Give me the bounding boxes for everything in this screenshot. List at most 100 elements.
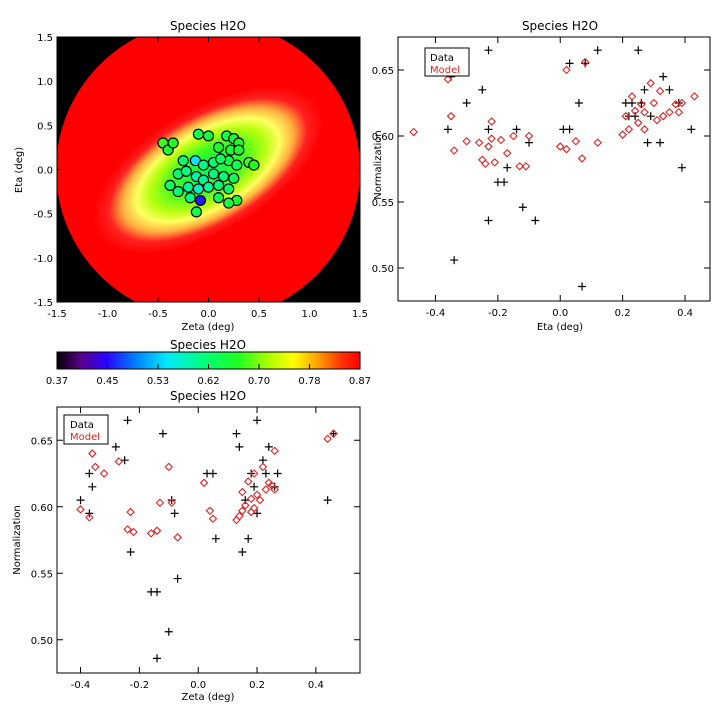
- zeta-data-point: [88, 482, 97, 491]
- map-point: [164, 179, 176, 191]
- map-point: [228, 172, 240, 184]
- eta-scatter-panel: Species H2O -0.4 -0.2 0.0 0.2 0.4 0.50 0.55 0.6…: [372, 19, 711, 333]
- colorbar-tick-label: 0.37: [46, 376, 68, 387]
- eta-model-point: [562, 65, 571, 75]
- map-point: [223, 197, 235, 209]
- eta-data-series: [443, 46, 696, 291]
- eta-data-point: [565, 59, 574, 68]
- zeta-data-point: [264, 442, 273, 451]
- eta-model-point: [487, 117, 496, 126]
- eta-model-point: [490, 158, 499, 167]
- zeta-model-point: [123, 525, 132, 534]
- zeta-model-point: [270, 446, 279, 456]
- eta-model-point: [443, 74, 453, 84]
- colorbar-title: Species H2O: [170, 338, 246, 352]
- zeta-y-tick-label: 0.60: [31, 503, 53, 514]
- map-x-tick-label: -1.0: [98, 309, 118, 320]
- map-point: [192, 128, 204, 140]
- zeta-model-point: [246, 507, 256, 517]
- eta-model-point: [655, 86, 665, 96]
- zeta-data-point: [153, 654, 162, 663]
- map-x-tick-label: 0.0: [201, 309, 217, 320]
- map-point: [202, 130, 215, 142]
- eta-data-point: [484, 216, 493, 225]
- eta-model-point: [509, 131, 518, 141]
- map-point: [231, 159, 243, 171]
- map-y-tick-label: 0.0: [37, 166, 53, 177]
- eta-x-tick-label: 0.2: [615, 308, 631, 319]
- zeta-data-point: [120, 456, 129, 465]
- zeta-data-point: [273, 469, 282, 478]
- eta-model-point: [637, 100, 646, 109]
- eta-data-point: [565, 125, 574, 134]
- eta-model-point: [621, 111, 631, 121]
- zeta-y-tick-label: 0.55: [31, 569, 53, 580]
- map-point: [197, 159, 210, 171]
- zeta-model-point: [249, 469, 259, 478]
- eta-model-point: [624, 125, 634, 134]
- eta-x-tick-label: 0.0: [552, 308, 568, 319]
- map-y-axis: -1.5 -1.0 -0.5 0.0 0.5 1.0 1.5: [33, 33, 360, 309]
- zeta-model-point: [258, 462, 268, 472]
- zeta-data-point: [211, 534, 220, 543]
- eta-model-point: [658, 111, 668, 121]
- eta-ylabel: Normalization: [373, 130, 384, 200]
- eta-model-point: [640, 125, 649, 134]
- zeta-model-point: [85, 513, 94, 522]
- zeta-model-point: [146, 529, 156, 538]
- zeta-model-point: [205, 506, 215, 516]
- zeta-axes: -0.4 -0.2 0.0 0.2 0.4 0.50 0.55 0.60 0.65: [31, 407, 360, 691]
- map-point: [207, 168, 220, 180]
- map-point: [192, 183, 204, 195]
- eta-data-point: [593, 46, 602, 55]
- map-point: [180, 165, 192, 177]
- eta-model-point: [462, 137, 471, 146]
- zeta-model-point: [243, 477, 253, 486]
- colorbar-tick-label: 0.78: [298, 376, 320, 387]
- eta-y-tick-label: 0.65: [372, 66, 394, 77]
- zeta-model-point: [164, 462, 174, 472]
- zeta-data-point: [85, 469, 94, 478]
- map-y-tick-label: -1.5: [33, 298, 53, 309]
- zeta-data-point: [250, 482, 259, 491]
- eta-axes: -0.4 -0.2 0.0 0.2 0.4 0.50 0.55 0.60 0.65: [372, 37, 710, 319]
- eta-model-point: [677, 98, 687, 108]
- zeta-data-series: [76, 416, 338, 663]
- eta-data-point: [634, 46, 643, 55]
- zeta-x-tick-label: -0.2: [130, 680, 150, 691]
- eta-model-point: [521, 162, 531, 171]
- map-y-tick-label: -0.5: [33, 210, 53, 221]
- zeta-model-series: [76, 429, 338, 542]
- map-point: [213, 141, 225, 154]
- colorbar-tick-label: 0.70: [248, 376, 270, 387]
- eta-model-point: [571, 137, 581, 146]
- eta-model-point: [484, 142, 493, 151]
- eta-data-point: [631, 112, 640, 121]
- eta-data-point: [574, 99, 583, 107]
- eta-y-tick-label: 0.55: [372, 198, 394, 209]
- colorbar-tick-label: 0.87: [349, 376, 371, 387]
- zeta-model-point: [329, 429, 338, 438]
- zeta-scatter-panel: Species H2O -0.4 -0.2 0.0 0.2 0.4 0.50 0.55 0.6…: [12, 389, 361, 703]
- zeta-data-point: [244, 534, 253, 543]
- zeta-model-point: [114, 457, 124, 466]
- eta-model-point: [496, 135, 506, 145]
- eta-data-point: [531, 216, 540, 225]
- map-point: [202, 181, 215, 193]
- zeta-model-point: [155, 498, 165, 508]
- eta-model-point: [446, 111, 456, 121]
- colorbar-ticks: 0.37 0.45 0.53 0.62 0.70 0.78 0.87: [46, 364, 371, 387]
- eta-data-point: [646, 112, 655, 121]
- zeta-model-point: [152, 526, 162, 535]
- zeta-model-point: [88, 449, 97, 458]
- eta-legend-box: [424, 47, 470, 77]
- zeta-data-point: [76, 496, 85, 505]
- eta-data-point: [687, 125, 696, 134]
- map-x-axis: -1.5 -1.0 -0.5 0.0 0.5 1.0 1.5: [47, 37, 368, 320]
- zeta-model-point: [199, 478, 209, 488]
- eta-data-point: [503, 163, 512, 172]
- zeta-model-point: [323, 434, 332, 444]
- map-point: [194, 194, 207, 207]
- map-x-tick-label: 1.5: [352, 309, 368, 320]
